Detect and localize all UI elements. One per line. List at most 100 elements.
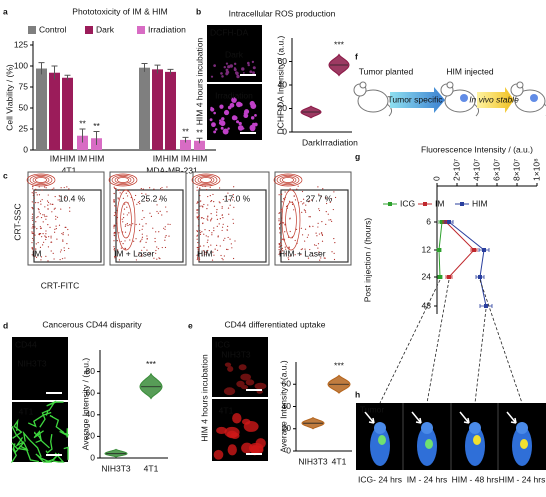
event xyxy=(32,225,34,228)
event xyxy=(122,243,124,245)
cell xyxy=(223,65,226,69)
event xyxy=(278,194,280,196)
cell xyxy=(213,111,216,115)
event xyxy=(54,207,56,209)
event xyxy=(224,237,226,239)
event xyxy=(280,248,283,250)
connector xyxy=(479,279,523,404)
x-sub-label: IM xyxy=(153,153,162,163)
event xyxy=(113,214,115,217)
tumor-label: Tumor xyxy=(360,404,384,414)
bar xyxy=(77,135,88,150)
arrow xyxy=(390,87,445,113)
event xyxy=(122,197,124,200)
contour xyxy=(116,189,136,251)
event xyxy=(124,248,127,250)
cell xyxy=(236,101,242,108)
cell xyxy=(223,387,236,396)
event xyxy=(288,258,290,261)
event xyxy=(139,203,141,205)
event xyxy=(226,229,229,231)
event xyxy=(114,188,117,190)
event xyxy=(280,209,282,211)
membrane xyxy=(46,400,64,412)
event xyxy=(155,231,157,233)
event xyxy=(222,259,224,261)
event xyxy=(64,257,66,259)
event xyxy=(197,241,199,244)
event xyxy=(39,200,42,202)
data-point xyxy=(447,220,451,224)
y-tick-label: 60 xyxy=(282,379,292,389)
event xyxy=(284,246,286,248)
membrane xyxy=(63,446,69,460)
membrane xyxy=(49,414,65,434)
image-label: 4T1 xyxy=(219,405,234,415)
error-bar xyxy=(79,128,86,143)
cell xyxy=(210,75,214,78)
event xyxy=(285,205,288,208)
event xyxy=(50,250,52,252)
event xyxy=(128,212,130,214)
event xyxy=(38,234,41,236)
cell xyxy=(211,122,216,128)
event xyxy=(207,236,209,238)
event xyxy=(113,246,115,248)
event xyxy=(142,188,144,190)
pointer xyxy=(364,411,375,424)
event xyxy=(156,204,158,206)
bar xyxy=(36,68,47,150)
event xyxy=(330,198,333,200)
event xyxy=(35,256,38,258)
event xyxy=(207,195,209,198)
event xyxy=(213,201,215,203)
contour xyxy=(35,177,47,183)
event xyxy=(42,244,44,246)
event xyxy=(31,237,34,240)
event xyxy=(155,249,157,252)
event xyxy=(278,220,280,222)
flow-plot xyxy=(27,171,105,266)
cell xyxy=(240,373,252,381)
error-bar xyxy=(182,136,189,143)
event xyxy=(133,240,135,242)
event xyxy=(31,231,33,233)
event xyxy=(40,256,43,258)
cell xyxy=(250,116,255,120)
event xyxy=(138,200,140,203)
event xyxy=(294,199,297,201)
event xyxy=(35,248,37,250)
event xyxy=(45,187,47,189)
event xyxy=(156,210,158,213)
data-point xyxy=(447,275,451,279)
event xyxy=(206,208,208,210)
event xyxy=(49,226,51,228)
event xyxy=(317,226,319,228)
event xyxy=(140,240,142,242)
membrane xyxy=(39,409,50,428)
bar xyxy=(194,140,205,150)
event xyxy=(164,246,167,249)
event xyxy=(31,217,33,220)
event xyxy=(138,223,141,225)
event xyxy=(38,211,40,213)
event xyxy=(39,246,42,249)
mouse xyxy=(444,89,476,113)
event xyxy=(304,248,306,250)
caption: ICG- 24 hrs xyxy=(358,474,402,484)
event xyxy=(312,225,314,227)
event xyxy=(294,254,296,256)
event xyxy=(325,211,327,213)
cell xyxy=(213,64,216,68)
event xyxy=(199,232,202,234)
event xyxy=(223,255,225,257)
event xyxy=(45,233,47,235)
event xyxy=(278,218,280,220)
event xyxy=(216,214,218,216)
series-line xyxy=(448,221,487,307)
event xyxy=(126,222,128,225)
event xyxy=(308,200,311,202)
event xyxy=(47,194,49,196)
event xyxy=(61,258,64,260)
cell xyxy=(221,117,225,121)
